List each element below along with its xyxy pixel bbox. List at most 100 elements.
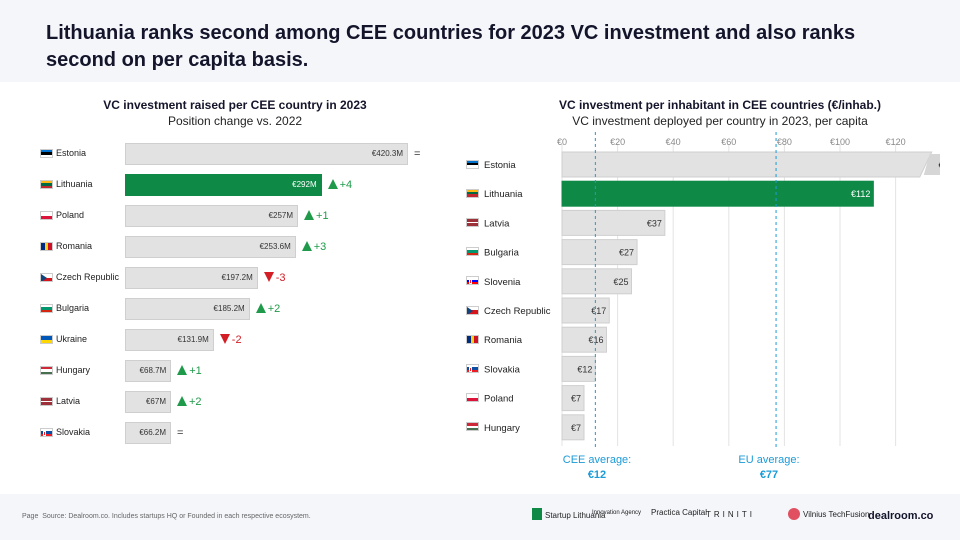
right-category-label: Estonia <box>484 160 516 171</box>
left-category-label: Poland <box>56 210 85 220</box>
right-chart-title: VC investment per inhabitant in CEE coun… <box>558 98 882 112</box>
right-bar-value-label: €37 <box>647 218 662 228</box>
right-category-label: Lithuania <box>484 189 523 200</box>
left-category-label: Bulgaria <box>56 303 90 313</box>
right-bar <box>561 297 610 324</box>
right-bar-value-label: €7 <box>571 423 581 433</box>
left-category-label: Estonia <box>56 148 87 158</box>
left-bar: €67M <box>125 391 171 413</box>
logo-vilnius-techfusion: Vilnius TechFusion <box>788 508 869 520</box>
left-bar: €66.2M <box>125 422 171 444</box>
overflow-callout <box>923 154 940 175</box>
right-bar-value-label: €112 <box>851 189 870 199</box>
flag-bulgaria-icon <box>466 247 479 257</box>
arrow-down-icon <box>219 334 230 344</box>
right-bar-value-label: €17 <box>591 306 606 316</box>
right-bar <box>561 385 585 412</box>
right-bar <box>561 239 638 266</box>
right-bar-value-label: €16 <box>588 335 603 345</box>
flag-estonia-icon <box>466 159 479 169</box>
dealroom-logo: dealroom.co <box>868 510 934 522</box>
eu-average-label: EU average: €77 <box>738 454 800 481</box>
left-bar-value-label: €185.2M <box>213 304 245 313</box>
left-bar: €292M <box>125 174 322 196</box>
right-bar <box>561 151 933 178</box>
arrow-up-icon <box>327 179 338 189</box>
left-bar-value-label: €257M <box>268 211 294 220</box>
right-chart-subtitle: VC investment deployed per country in 20… <box>572 114 868 128</box>
x-tick-label: €20 <box>610 137 625 147</box>
left-bar-value-label: €197.2M <box>221 273 253 282</box>
left-bar: €257M <box>125 205 299 227</box>
flag-romania-icon <box>466 334 479 344</box>
left-bar: €185.2M <box>125 298 250 320</box>
position-change-label: +2 <box>177 396 202 408</box>
left-category-label: Czech Republic <box>56 272 120 282</box>
right-bar-value-label: €7 <box>571 394 581 404</box>
techfusion-icon <box>788 508 800 520</box>
flag-slovenia-icon <box>466 276 479 286</box>
left-bar-value-label: €253.6M <box>259 242 291 251</box>
flag-slovakia-icon <box>466 363 479 373</box>
left-chart-title: VC investment raised per CEE country in … <box>103 98 367 112</box>
flag-ukraine-icon <box>40 335 53 344</box>
cee-average-label: CEE average: €12 <box>562 454 632 481</box>
flag-poland-icon <box>466 393 479 403</box>
left-category-label: Romania <box>56 241 93 251</box>
right-chart: €0 €20 €40 €60 €80 €100 €120 €310 Estonia €112 Lit… <box>484 132 940 450</box>
x-tick-label: €40 <box>666 137 681 147</box>
flag-slovakia-icon <box>40 428 53 437</box>
left-bar-value-label: €68.7M <box>139 366 167 375</box>
footer-source: Page Source: Dealroom.co. Includes start… <box>22 513 311 520</box>
logo-triniti: TRINITI <box>706 510 755 519</box>
right-category-label: Poland <box>484 394 514 405</box>
position-change-label: = <box>177 427 184 439</box>
x-tick-label: €0 <box>557 137 567 147</box>
right-category-label: Czech Republic <box>484 306 551 317</box>
left-bar-value-label: €67M <box>145 397 166 406</box>
arrow-up-icon <box>304 210 315 220</box>
position-change-label: = <box>414 148 421 160</box>
x-tick-label: €100 <box>830 137 850 147</box>
left-bar: €420.3M <box>125 143 408 165</box>
position-change-label: -3 <box>263 272 286 284</box>
startup-lithuania-icon <box>532 508 542 520</box>
arrow-up-icon <box>255 303 266 313</box>
right-category-label: Bulgaria <box>484 248 520 259</box>
x-tick-label: €120 <box>886 137 906 147</box>
flag-poland-icon <box>40 211 53 220</box>
left-category-label: Lithuania <box>56 179 93 189</box>
flag-romania-icon <box>40 242 53 251</box>
flag-latvia-icon <box>466 217 479 227</box>
right-bar-value-label: €12 <box>577 364 592 374</box>
left-bar: €253.6M <box>125 236 296 258</box>
position-change-label: +4 <box>327 179 352 191</box>
left-chart-subtitle: Position change vs. 2022 <box>167 114 303 128</box>
flag-czech-republic-icon <box>40 273 53 282</box>
right-bar <box>561 355 596 382</box>
arrow-down-icon <box>263 272 274 282</box>
x-tick-label: €80 <box>777 137 792 147</box>
flag-lithuania-icon <box>466 188 479 198</box>
right-bar-value-label: €27 <box>619 248 634 258</box>
right-category-label: Slovenia <box>484 277 521 288</box>
left-bar-value-label: €420.3M <box>371 149 403 158</box>
left-category-label: Latvia <box>56 396 81 406</box>
footer <box>0 494 960 540</box>
position-change-label: +1 <box>304 210 329 222</box>
arrow-up-icon <box>177 365 188 375</box>
arrow-up-icon <box>177 396 187 406</box>
left-bar: €197.2M <box>125 267 258 289</box>
right-bar <box>561 180 874 207</box>
left-bar-value-label: €66.2M <box>139 428 166 437</box>
right-category-label: Latvia <box>484 218 510 229</box>
flag-czech-republic-icon <box>466 305 479 315</box>
flag-latvia-icon <box>40 397 53 406</box>
page-title: Lithuania ranks second among CEE countri… <box>46 22 856 71</box>
arrow-up-icon <box>301 241 312 251</box>
flag-estonia-icon <box>40 149 53 158</box>
left-bar-value-label: €292M <box>292 180 317 189</box>
left-bar: €131.9M <box>125 329 214 351</box>
right-category-label: Romania <box>484 335 523 346</box>
